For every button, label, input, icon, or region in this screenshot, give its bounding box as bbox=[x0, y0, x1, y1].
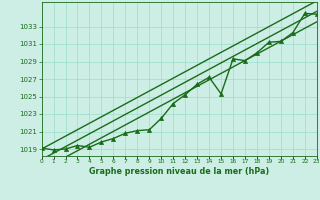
X-axis label: Graphe pression niveau de la mer (hPa): Graphe pression niveau de la mer (hPa) bbox=[89, 167, 269, 176]
